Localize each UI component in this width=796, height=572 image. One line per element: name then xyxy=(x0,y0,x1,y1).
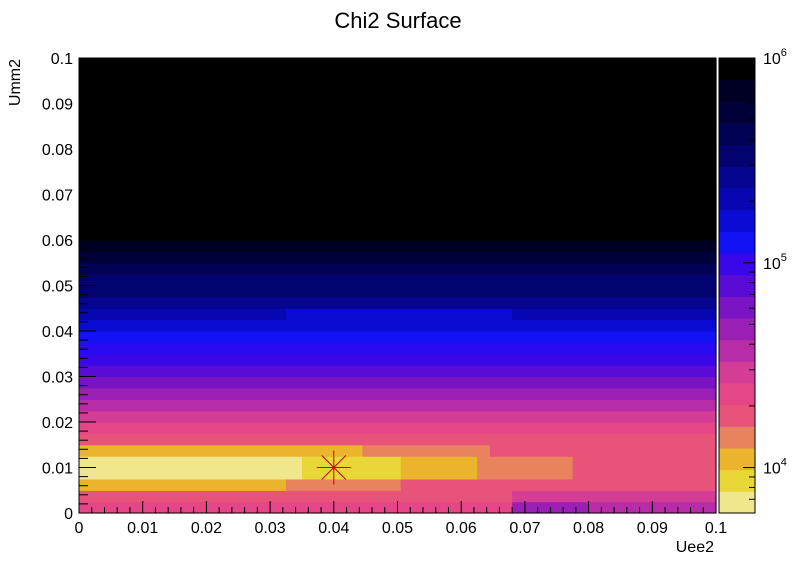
y-tick-label: 0.05 xyxy=(42,279,73,296)
color-scale-band xyxy=(719,383,755,406)
x-tick-label: 0.08 xyxy=(573,520,604,537)
heatmap-cell xyxy=(79,308,287,321)
x-tick-label: 0.05 xyxy=(382,520,413,537)
heatmap-cell xyxy=(286,308,513,321)
chart-title: Chi2 Surface xyxy=(334,8,461,33)
color-scale-band xyxy=(719,101,755,124)
heatmap-cell xyxy=(79,365,717,378)
heatmap-cell xyxy=(79,285,717,298)
color-scale-band xyxy=(719,79,755,102)
y-tick-label: 0.1 xyxy=(51,51,73,68)
y-axis: 0 0.01 0.02 0.03 0.04 0.05 0.06 0.07 0.08 0.09 0.1 xyxy=(42,51,96,523)
color-scale-band xyxy=(719,448,755,471)
heatmap-cell xyxy=(572,456,717,480)
heatmap-cell xyxy=(79,353,717,366)
heatmap-cell xyxy=(79,240,717,252)
x-tick-label: 0 xyxy=(75,520,84,537)
color-scale-axis: 104 105 106 xyxy=(743,47,787,514)
color-scale-band xyxy=(719,404,755,427)
color-scale-band xyxy=(719,426,755,449)
x-tick-label: 0.04 xyxy=(318,520,349,537)
x-axis-title: Uee2 xyxy=(676,539,714,556)
heatmap-cell xyxy=(512,308,717,321)
color-scale-band xyxy=(719,318,755,341)
x-axis: 0 0.01 0.02 0.03 0.04 0.05 0.06 0.07 0.08 0.09 0.1 xyxy=(75,501,727,537)
heatmap-cell xyxy=(79,387,717,400)
heatmap-cell xyxy=(489,444,717,457)
heatmap-cell xyxy=(79,456,303,480)
y-tick-label: 0.09 xyxy=(42,97,73,114)
heatmap-cell xyxy=(79,251,717,264)
heatmap-cell xyxy=(79,490,513,503)
heatmap-cell xyxy=(79,376,717,389)
color-scale-band xyxy=(719,491,755,514)
color-scale-band xyxy=(719,469,755,492)
heatmap-cell xyxy=(79,331,717,343)
color-scale-band xyxy=(719,58,755,81)
color-scale-band xyxy=(719,144,755,167)
z-tick-label: 105 xyxy=(763,252,787,273)
color-scale-band xyxy=(719,361,755,384)
heatmap-cells xyxy=(79,58,717,514)
color-scale xyxy=(719,58,755,514)
heatmap-cell xyxy=(79,319,717,332)
y-tick-label: 0.08 xyxy=(42,142,73,159)
heatmap-cell xyxy=(512,490,590,503)
x-tick-label: 0.01 xyxy=(127,520,158,537)
color-scale-band xyxy=(719,339,755,362)
y-tick-label: 0.03 xyxy=(42,370,73,387)
z-tick-label: 104 xyxy=(763,457,787,478)
best-fit-marker-layer xyxy=(316,450,351,485)
heatmap-cell xyxy=(79,296,717,309)
x-tick-label: 0.03 xyxy=(255,520,286,537)
heatmap-cell xyxy=(400,456,478,480)
y-tick-label: 0.04 xyxy=(42,324,73,341)
color-scale-band xyxy=(719,166,755,189)
heatmap-cell xyxy=(79,58,717,241)
heatmap-cell xyxy=(79,399,717,412)
z-tick-label: 106 xyxy=(763,47,787,68)
heatmap-cell xyxy=(400,478,717,491)
heatmap-cell xyxy=(362,444,491,457)
color-scale-band xyxy=(719,274,755,297)
heatmap-cell xyxy=(588,490,717,503)
color-scale-band xyxy=(719,231,755,254)
heatmap-cell xyxy=(79,433,717,446)
y-axis-title: Umm2 xyxy=(7,59,24,106)
heatmap-cell xyxy=(292,501,513,514)
x-tick-label: 0.07 xyxy=(509,520,540,537)
heatmap-cell xyxy=(79,478,287,491)
y-tick-label: 0.01 xyxy=(42,461,73,478)
color-scale-band xyxy=(719,253,755,276)
x-tick-label: 0.02 xyxy=(191,520,222,537)
heatmap-cell xyxy=(79,262,717,275)
heatmap-cell xyxy=(79,410,717,423)
color-scale-band xyxy=(719,188,755,211)
y-tick-label: 0.02 xyxy=(42,415,73,432)
y-tick-label: 0.06 xyxy=(42,233,73,250)
heatmap-cell xyxy=(79,342,717,355)
heatmap-cell xyxy=(79,444,364,457)
color-scale-band xyxy=(719,296,755,319)
y-tick-label: 0 xyxy=(64,506,73,523)
best-fit-marker-stroke xyxy=(321,455,347,480)
heatmap-cell xyxy=(79,501,293,514)
heatmap-cell xyxy=(79,274,717,287)
color-scale-band xyxy=(719,123,755,146)
heatmap-cell xyxy=(79,422,717,434)
y-tick-label: 0.07 xyxy=(42,188,73,205)
x-tick-label: 0.1 xyxy=(705,520,727,537)
x-tick-label: 0.06 xyxy=(446,520,477,537)
color-scale-frame xyxy=(718,57,756,514)
x-tick-label: 0.09 xyxy=(637,520,668,537)
color-scale-band xyxy=(719,209,755,232)
heatmap-cell xyxy=(286,478,402,491)
heatmap-cell xyxy=(477,456,574,480)
heatmap-cell xyxy=(301,456,402,480)
